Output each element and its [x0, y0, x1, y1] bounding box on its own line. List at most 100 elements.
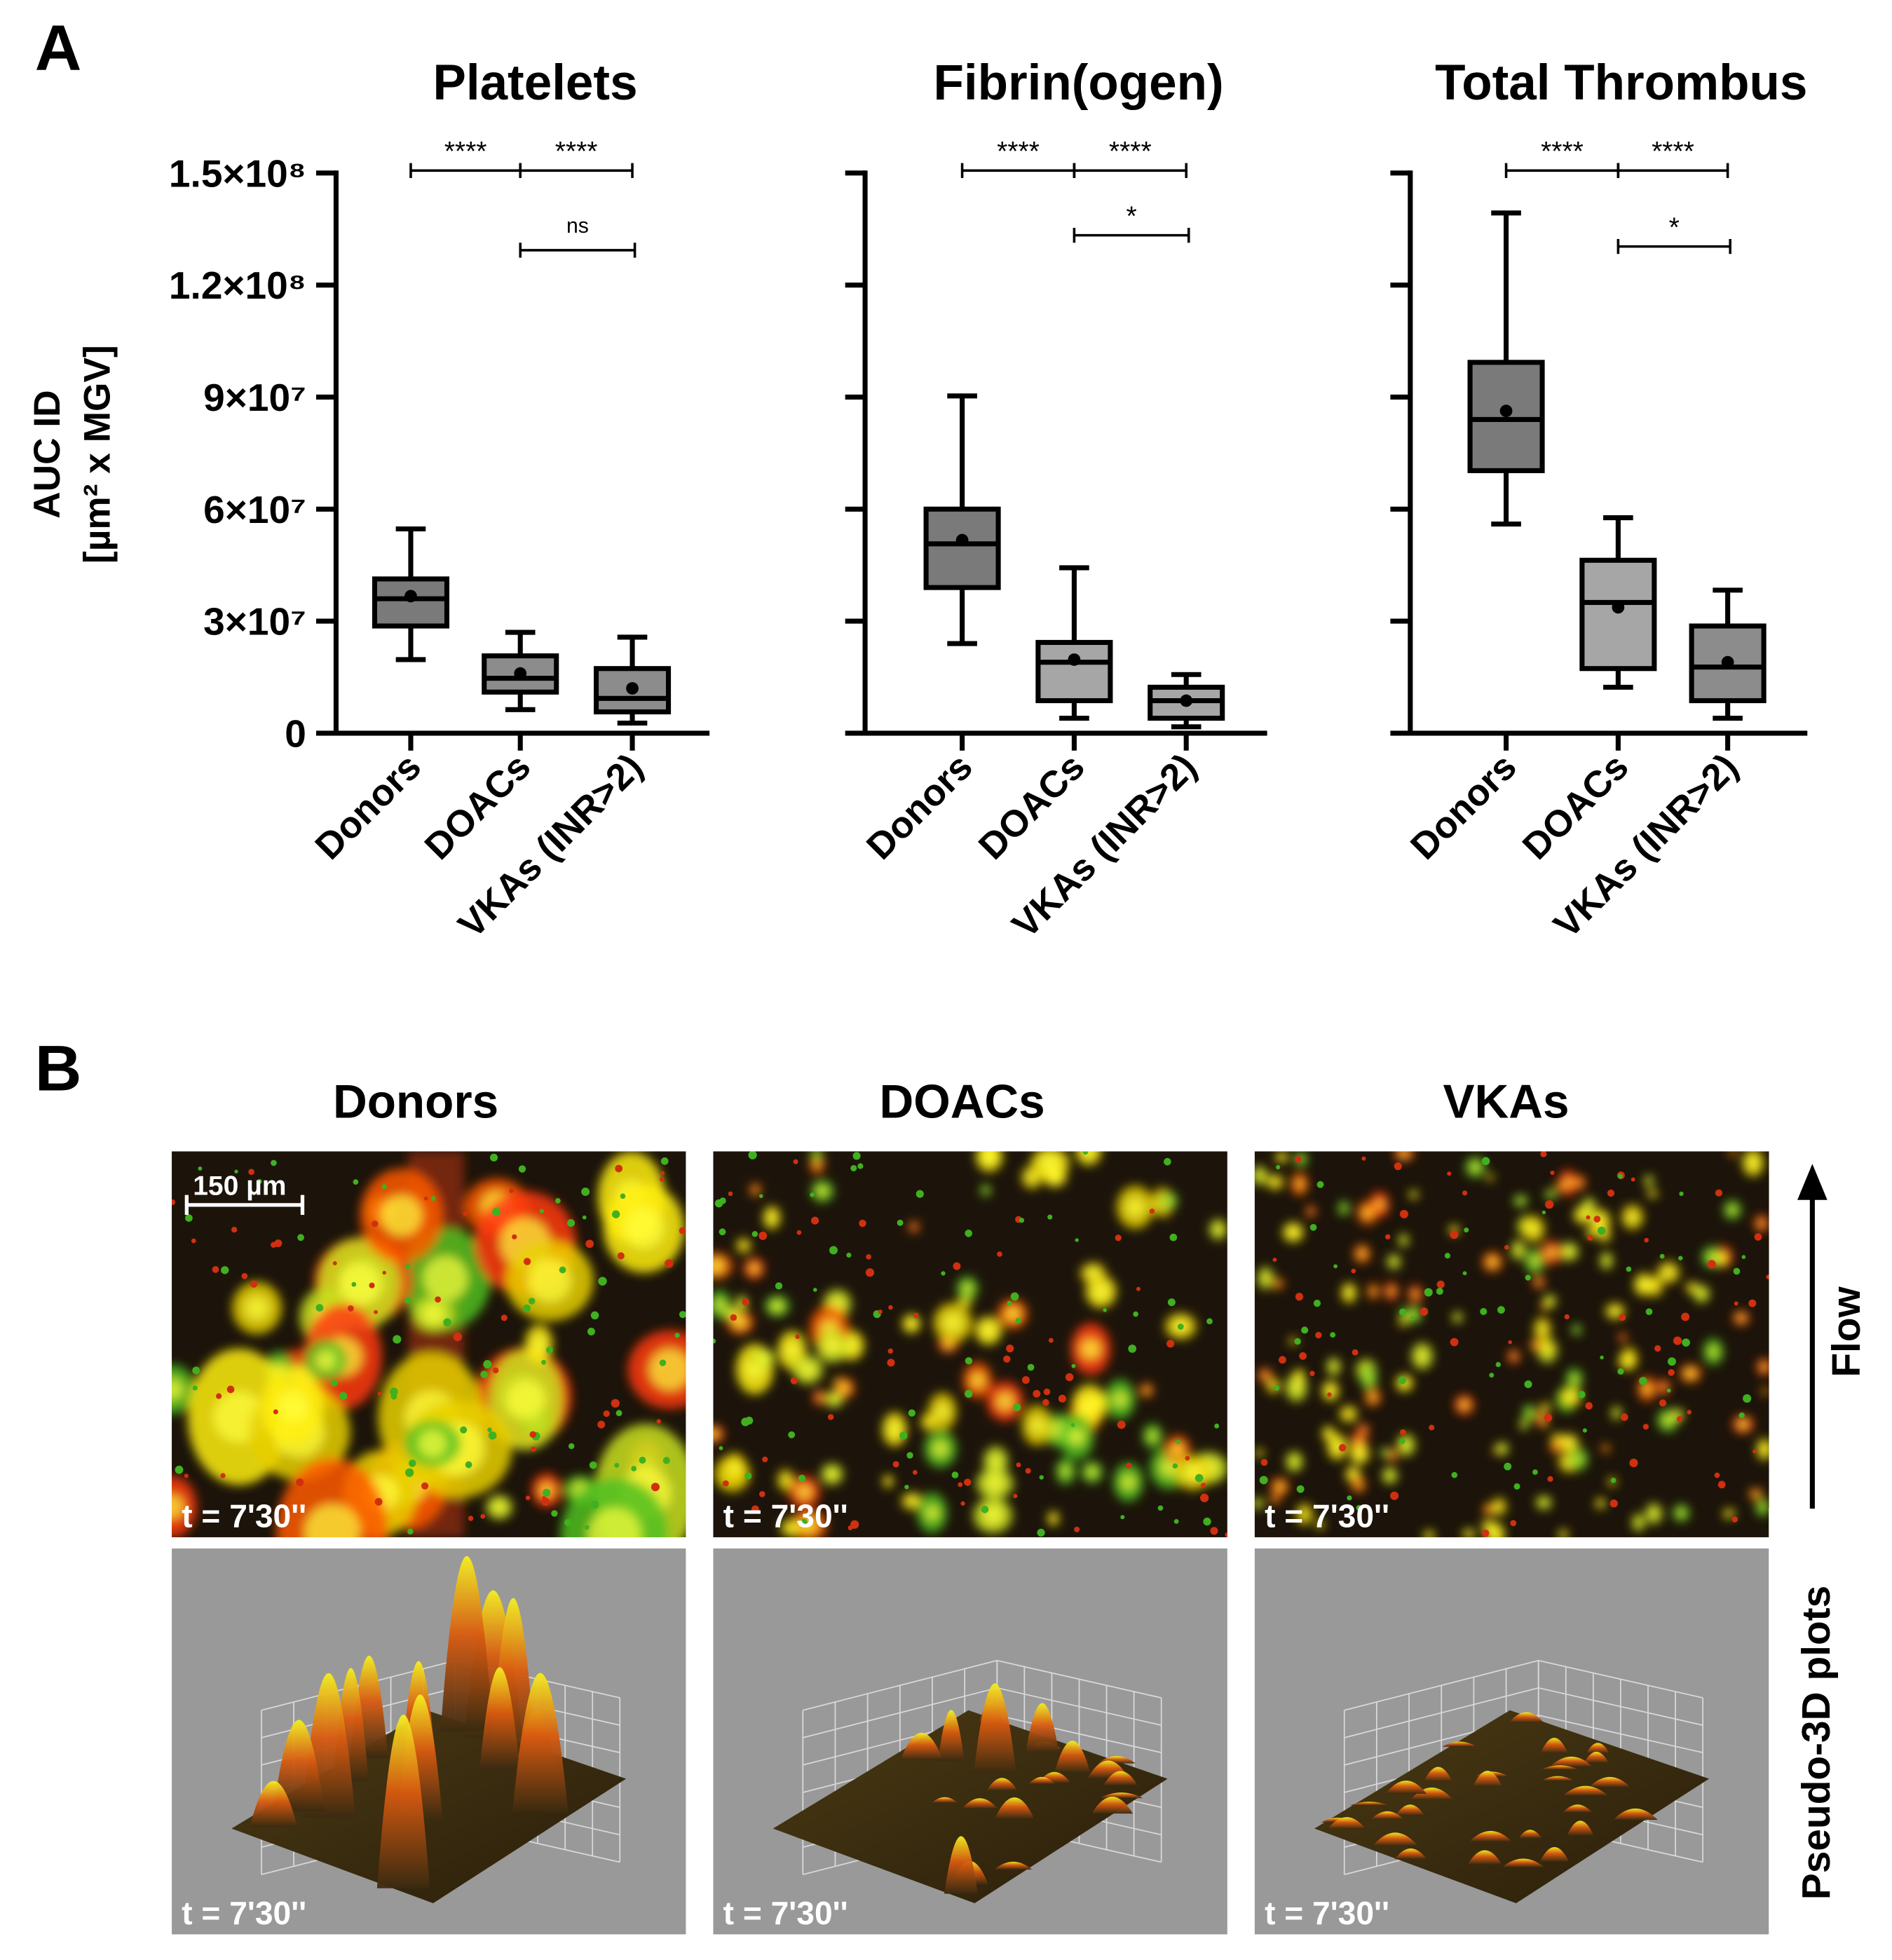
speck	[271, 1159, 277, 1166]
aggregate-core	[1609, 1306, 1621, 1316]
speck	[997, 1251, 1002, 1257]
speck	[651, 1483, 660, 1492]
aggregate-core	[1060, 1466, 1070, 1476]
speck	[1399, 1209, 1408, 1219]
speck	[443, 1318, 451, 1327]
speck	[1714, 1472, 1720, 1478]
speck	[351, 1281, 357, 1287]
aggregate-core	[1360, 1427, 1366, 1434]
surface-peak	[1091, 1797, 1133, 1814]
aggregate-core	[1603, 1446, 1608, 1451]
speck	[1025, 1468, 1031, 1474]
aggregate-core	[1171, 1443, 1184, 1456]
chart-title: Total Thrombus	[1435, 55, 1807, 111]
speck	[730, 1314, 737, 1321]
speck	[1103, 1308, 1107, 1312]
speck	[1666, 1388, 1671, 1393]
surface-peak	[994, 1861, 1033, 1870]
speck	[1021, 1376, 1030, 1384]
speck	[1278, 1356, 1286, 1364]
speck	[1738, 1412, 1745, 1419]
aggregate-core	[1570, 1375, 1579, 1384]
speck	[1039, 1475, 1044, 1480]
surface-peak	[962, 1798, 998, 1809]
speck	[850, 1520, 859, 1529]
speck	[1544, 1413, 1553, 1422]
speck	[1126, 1462, 1132, 1469]
x-tick-label: Donors	[859, 746, 981, 868]
significance-label: ****	[444, 137, 487, 167]
speck	[758, 1194, 763, 1199]
aggregate-core	[1521, 1422, 1526, 1427]
speck	[1600, 1355, 1604, 1360]
fluorescence	[172, 1151, 686, 1537]
aggregate-core	[1547, 1191, 1554, 1198]
flow-arrowhead	[1797, 1164, 1828, 1200]
aggregate-core	[507, 1381, 545, 1419]
speck	[1593, 1216, 1601, 1223]
speck	[1626, 1266, 1632, 1272]
scale-bar-label: 150 µm	[193, 1171, 286, 1202]
aggregate-core	[816, 1394, 823, 1401]
speck	[913, 1312, 919, 1319]
aggregate-core	[1389, 1452, 1395, 1459]
aggregate-core	[1345, 1288, 1353, 1297]
speck	[1327, 1392, 1332, 1397]
speck	[234, 1169, 238, 1173]
speck	[1620, 1413, 1628, 1421]
speck	[1754, 1233, 1762, 1241]
speck	[719, 1445, 723, 1450]
aggregate-core	[304, 1504, 360, 1537]
aggregate-core	[1374, 1199, 1384, 1210]
speck	[1609, 1499, 1618, 1508]
speck	[1042, 1398, 1049, 1406]
speck	[1564, 1314, 1570, 1320]
speck	[899, 1431, 908, 1440]
speck	[296, 1478, 304, 1487]
speck	[453, 1332, 463, 1342]
aggregate-core	[1300, 1510, 1309, 1519]
aggregate-core	[1763, 1389, 1768, 1394]
speck	[487, 1427, 492, 1432]
speck	[1587, 1234, 1593, 1241]
aggregate-core	[1143, 1387, 1150, 1394]
speck	[897, 1219, 904, 1226]
significance-label: ns	[566, 215, 589, 238]
aggregate	[1075, 1151, 1102, 1166]
aggregate-core	[1288, 1227, 1299, 1238]
speck	[581, 1187, 590, 1197]
aggregate-core	[1727, 1205, 1737, 1215]
chart-title: Platelets	[433, 55, 637, 111]
speck	[1659, 1399, 1667, 1407]
aggregate-core	[1255, 1500, 1261, 1506]
speck	[1136, 1286, 1141, 1291]
aggregate-core	[1362, 1207, 1373, 1218]
speck	[1338, 1444, 1347, 1452]
speck	[1642, 1424, 1649, 1430]
aggregate-core	[1417, 1350, 1428, 1362]
aggregate-core	[1585, 1202, 1593, 1210]
aggregate-core	[1539, 1415, 1545, 1422]
speck	[172, 1199, 176, 1206]
aggregate-core	[1049, 1171, 1061, 1183]
speck	[795, 1334, 800, 1340]
aggregate-core	[740, 1241, 748, 1250]
speck	[191, 1238, 196, 1244]
speck	[1504, 1244, 1509, 1250]
speck	[1748, 1299, 1757, 1307]
speck	[1676, 1416, 1683, 1422]
significance-label: *	[1126, 201, 1136, 231]
speck	[1299, 1352, 1307, 1360]
y-tick-label: 3×10⁷	[203, 600, 306, 644]
speck	[1398, 1308, 1406, 1316]
speck	[332, 1261, 337, 1266]
speck	[1133, 1311, 1138, 1317]
aggregate-core	[1485, 1523, 1492, 1530]
speck	[404, 1297, 411, 1304]
surface-peak	[1541, 1765, 1579, 1770]
speck	[551, 1510, 558, 1517]
aggregate-core	[925, 1505, 940, 1520]
aggregate-core	[1499, 1445, 1506, 1452]
significance-label: ****	[1652, 137, 1694, 167]
